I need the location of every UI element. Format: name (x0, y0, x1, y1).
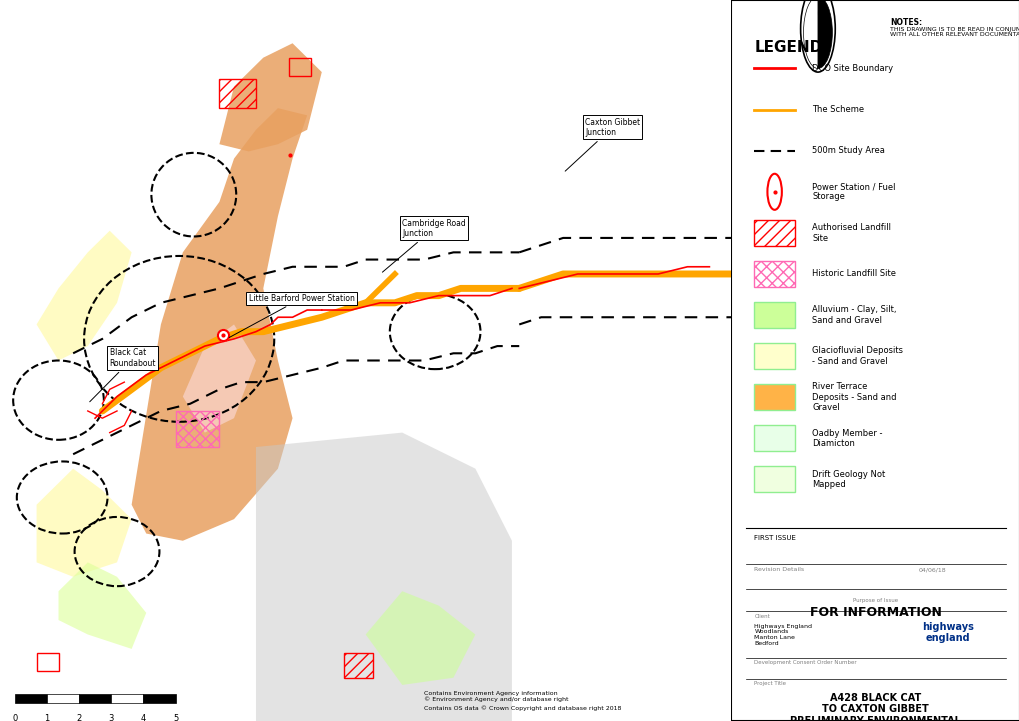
Bar (37, 653, 58, 671)
Text: N: N (812, 9, 822, 22)
Text: 2: 2 (76, 714, 82, 721)
Text: Highways England
Woodlands
Manton Lane
Bedford: Highways England Woodlands Manton Lane B… (754, 624, 812, 646)
Text: Cambridge Road
Junction: Cambridge Road Junction (382, 218, 466, 273)
Text: 0: 0 (12, 714, 17, 721)
Text: NOTES:: NOTES: (890, 18, 921, 27)
Text: Authorised Landfill
Site: Authorised Landfill Site (811, 224, 891, 242)
Text: Contains Environment Agency information
© Environment Agency and/or database rig: Contains Environment Agency information … (424, 691, 569, 702)
Polygon shape (37, 231, 131, 360)
Bar (175, 411, 219, 447)
Bar (343, 653, 373, 678)
Text: FIRST ISSUE: FIRST ISSUE (754, 535, 796, 541)
Bar (754, 384, 794, 410)
Bar (754, 466, 794, 492)
Text: Caxton Gibbet
Junction: Caxton Gibbet Junction (565, 118, 640, 171)
Bar (754, 302, 794, 328)
Bar (754, 425, 794, 451)
Text: Black Cat
Roundabout: Black Cat Roundabout (90, 348, 156, 402)
Text: The Scheme: The Scheme (811, 105, 863, 114)
Polygon shape (58, 562, 146, 649)
Text: highways
england: highways england (921, 622, 973, 643)
Text: A428 BLACK CAT
TO CAXTON GIBBET
PRELIMINARY ENVIRONMENTAL
INFORMATION REPORT: A428 BLACK CAT TO CAXTON GIBBET PRELIMIN… (790, 693, 960, 721)
Bar (754, 261, 794, 287)
Text: Development Consent Order Number: Development Consent Order Number (754, 660, 856, 665)
Polygon shape (182, 324, 256, 433)
Text: Revision Details: Revision Details (754, 567, 804, 572)
Bar (754, 220, 794, 246)
Text: THIS DRAWING IS TO BE READ IN CONJUNCTION
WITH ALL OTHER RELEVANT DOCUMENTATION.: THIS DRAWING IS TO BE READ IN CONJUNCTIO… (890, 27, 1019, 37)
Wedge shape (803, 0, 817, 68)
Bar (111, 694, 144, 703)
Polygon shape (37, 469, 131, 577)
Polygon shape (366, 591, 475, 685)
Text: Historic Landfill Site: Historic Landfill Site (811, 270, 896, 278)
Text: DCO Site Boundary: DCO Site Boundary (811, 64, 893, 73)
Text: Drift Geology Not
Mapped: Drift Geology Not Mapped (811, 470, 884, 489)
Bar (754, 343, 794, 369)
Bar (47, 694, 78, 703)
Text: Oadby Member -
Diamicton: Oadby Member - Diamicton (811, 429, 881, 448)
Text: Contains OS data © Crown Copyright and database right 2018: Contains OS data © Crown Copyright and d… (424, 705, 621, 711)
Text: 5: 5 (173, 714, 178, 721)
Bar (144, 694, 175, 703)
Polygon shape (219, 43, 321, 151)
Text: LEGEND: LEGEND (754, 40, 822, 55)
Polygon shape (256, 433, 512, 721)
Polygon shape (131, 108, 307, 541)
Text: 1: 1 (44, 714, 49, 721)
Text: Purpose of Issue: Purpose of Issue (852, 598, 898, 603)
Text: Little Barford Power Station: Little Barford Power Station (229, 294, 355, 337)
Text: 04/06/18: 04/06/18 (918, 567, 946, 572)
Text: Alluvium - Clay, Silt,
Sand and Gravel: Alluvium - Clay, Silt, Sand and Gravel (811, 306, 896, 324)
Text: River Terrace
Deposits - Sand and
Gravel: River Terrace Deposits - Sand and Gravel (811, 382, 896, 412)
Bar (288, 58, 311, 76)
Bar (219, 79, 256, 108)
Text: Glaciofluvial Deposits
- Sand and Gravel: Glaciofluvial Deposits - Sand and Gravel (811, 347, 902, 366)
Text: Power Station / Fuel
Storage: Power Station / Fuel Storage (811, 182, 895, 201)
Text: Client: Client (754, 614, 769, 619)
Text: Project Title: Project Title (754, 681, 786, 686)
Wedge shape (817, 0, 832, 68)
Bar (14, 694, 47, 703)
Text: FOR INFORMATION: FOR INFORMATION (809, 606, 941, 619)
Text: 3: 3 (108, 714, 114, 721)
Text: 4: 4 (141, 714, 146, 721)
Bar (78, 694, 111, 703)
Text: 500m Study Area: 500m Study Area (811, 146, 884, 155)
